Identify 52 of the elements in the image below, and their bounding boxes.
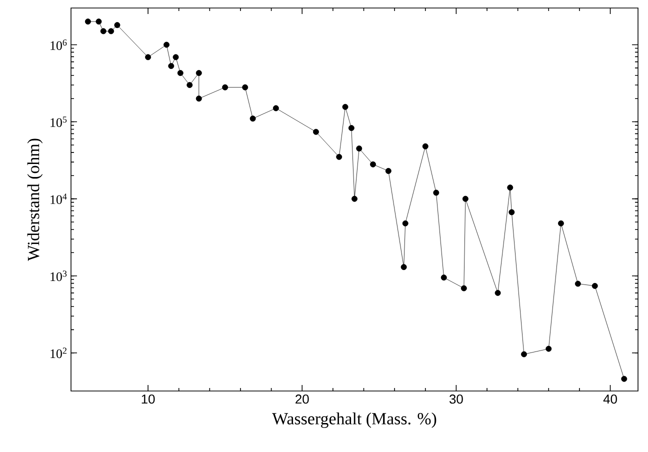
point (400, 264, 407, 270)
point (168, 62, 174, 69)
y-tick-label: 10$^{6}$ (50, 40, 67, 50)
y-tick-label: 10$^{4}$ (50, 194, 67, 204)
point (402, 220, 408, 226)
point (108, 28, 114, 34)
point (460, 285, 467, 292)
x-axis-title: Wassergehalt (Mass. %) (272, 412, 436, 428)
y-axis-title: Widerstand (ohm) (27, 138, 43, 261)
point (145, 54, 152, 60)
point (272, 105, 279, 112)
x-tick-label: 40 (603, 394, 617, 404)
x-tick-label: 20 (296, 394, 309, 404)
point (592, 282, 598, 289)
point (114, 22, 120, 28)
point (84, 18, 91, 25)
point (196, 96, 202, 102)
point (312, 128, 319, 135)
point (422, 143, 428, 150)
point (462, 196, 468, 202)
point (352, 196, 358, 202)
point (433, 190, 440, 196)
point (96, 18, 102, 25)
y-tick-label: 10$^{5}$ (50, 116, 67, 127)
point (177, 70, 184, 76)
point (242, 84, 248, 90)
point (196, 70, 202, 76)
y-tick-label: 10$^{2}$ (50, 348, 66, 358)
point (356, 146, 362, 152)
x-tick-label: 30 (449, 394, 463, 404)
point (348, 125, 354, 131)
point (507, 184, 514, 191)
point (521, 351, 527, 358)
point (621, 376, 628, 382)
point (164, 42, 170, 48)
point (100, 28, 106, 34)
point (172, 54, 179, 60)
point (336, 154, 342, 160)
point (186, 82, 193, 88)
x-tick-label: 10 (142, 394, 155, 404)
point (546, 346, 552, 352)
point (440, 274, 447, 281)
point (370, 161, 376, 168)
point (250, 116, 256, 122)
point (385, 168, 392, 174)
point (508, 209, 515, 216)
point (342, 104, 348, 110)
point (574, 280, 581, 287)
point (222, 84, 228, 90)
point (558, 220, 564, 226)
point (494, 290, 501, 296)
y-tick-label: 10$^{3}$ (50, 270, 67, 282)
